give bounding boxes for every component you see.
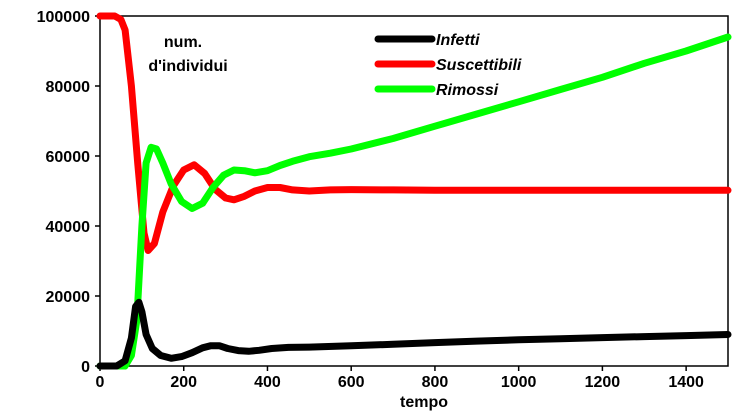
x-axis-ticks: 0 200 400 600 800 1000 1200 1400 [96, 366, 704, 391]
x-tick-label: 1400 [668, 374, 704, 391]
y-tick-label: 0 [81, 359, 90, 376]
series-line-suscettibili [96, 12, 732, 254]
series-lines [96, 12, 732, 370]
x-tick-label: 600 [338, 374, 365, 391]
x-tick-label: 1000 [501, 374, 537, 391]
x-tick-label: 400 [254, 374, 281, 391]
series-line-infetti [96, 298, 732, 370]
y-tick-label: 100000 [37, 9, 90, 26]
y-axis-ticks: 0 20000 40000 60000 80000 100000 [37, 9, 100, 376]
y-axis-label-line-1: num. [164, 34, 202, 51]
x-tick-label: 200 [170, 374, 197, 391]
x-tick-label: 800 [422, 374, 449, 391]
y-tick-label: 20000 [46, 289, 91, 306]
y-tick-label: 40000 [46, 219, 91, 236]
legend-label-infetti: Infetti [436, 32, 480, 49]
y-tick-label: 80000 [46, 79, 91, 96]
x-axis-label: tempo [400, 394, 448, 411]
legend-label-suscettibili: Suscettibili [436, 57, 522, 74]
x-tick-label: 1200 [585, 374, 621, 391]
y-axis-label-line-2: d'individui [148, 58, 227, 75]
legend-label-rimossi: Rimossi [436, 82, 499, 99]
y-tick-label: 60000 [46, 149, 91, 166]
series-line-rimossi [96, 33, 732, 370]
legend: Infetti Suscettibili Rimossi [374, 32, 522, 99]
x-tick-label: 0 [96, 374, 105, 391]
